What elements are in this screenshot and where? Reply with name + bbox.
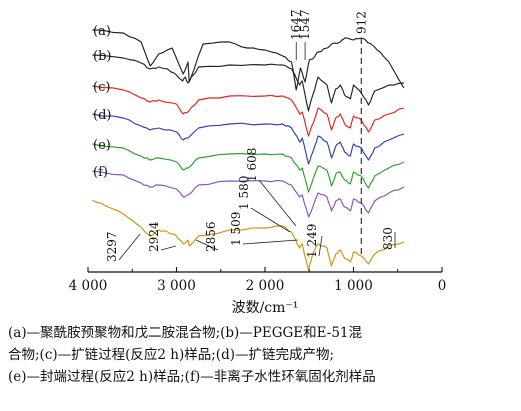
series-label: (f) [93,165,108,180]
caption-line: 合物;(c)—扩链过程(反应2 h)样品;(d)—扩链完成产物; [8,347,335,363]
series-label: (a) [93,24,111,39]
caption-line: (a)—聚酰胺预聚物和戊二胺混合物;(b)—PEGGE和E-51混 [8,325,363,341]
series-label: (c) [93,80,110,95]
x-axis: 4 000 3 000 2 000 1 000 0 波数/cm⁻¹ [69,267,447,316]
x-tick-label: 3 000 [157,278,196,294]
peak-label: 1 249 [305,224,319,258]
peak-label: 1547 [298,9,312,40]
series-line [92,170,405,218]
x-tick-label: 0 [438,278,447,294]
peak-leader-line [195,239,219,251]
series-line [92,85,405,137]
series-line [92,143,405,193]
peak-label: 1647 [289,9,303,40]
series-label: (e) [93,138,111,153]
x-tick-label: 1 000 [334,278,373,294]
series-line [92,54,404,112]
peak-leader-line [258,179,297,227]
peak-label: 2924 [147,221,161,252]
peak-label: 2856 [204,221,218,252]
peak-label: 830 [381,227,395,250]
x-tick-label: 4 000 [69,278,108,294]
series-label: (d) [93,108,111,123]
peak-label: 1 608 [245,148,259,182]
peak-label: 1 509 [229,212,243,246]
peak-leader-line [318,235,323,257]
x-axis-label: 波数/cm⁻¹ [232,300,299,316]
series-label: (b) [93,49,111,64]
series-line [92,113,405,165]
x-tick-label: 2 000 [246,278,285,294]
peak-leader-line [242,239,299,245]
peak-leader-line [160,245,177,251]
dashed-marker-label: 912 [354,11,368,34]
figure-caption: (a)—聚酰胺预聚物和戊二胺混合物;(b)—PEGGE和E-51混 合物;(c)… [8,322,513,388]
peak-leader-line [118,233,141,261]
series-group [92,29,405,271]
peak-label: 3297 [105,231,119,262]
series-line [92,29,405,91]
caption-line: (e)—封端过程(反应2 h)样品;(f)—非离子水性环氧固化剂样品 [8,369,376,385]
peak-label: 1 580 [237,176,251,210]
peak-leader-line [250,207,291,233]
